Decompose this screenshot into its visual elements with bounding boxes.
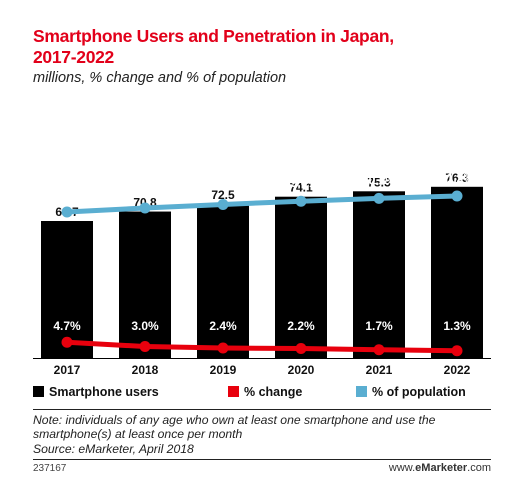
legend-swatch-2 [228, 386, 239, 397]
bar-2022 [431, 186, 483, 358]
change-point [295, 343, 307, 354]
legend-label-3: % of population [372, 385, 466, 399]
brand-link[interactable]: www.eMarketer.com [389, 462, 491, 474]
population-point [451, 190, 463, 202]
brand-name: eMarketer [415, 462, 468, 474]
x-tick-label: 2020 [288, 363, 315, 377]
population-value-label: 60.2% [362, 173, 396, 187]
population-value-label: 61.2% [440, 171, 474, 185]
bar-value-label: 75.3 [367, 175, 391, 189]
legend-swatch-1 [33, 386, 44, 397]
x-tick-label: 2019 [210, 363, 237, 377]
change-value-label: 4.7% [53, 319, 81, 333]
footer-divider [33, 459, 491, 460]
x-tick-label: 2017 [54, 363, 81, 377]
population-point [373, 192, 385, 204]
note-divider [33, 409, 491, 410]
brand-suffix: .com [467, 462, 491, 474]
legend-swatch-3 [356, 386, 367, 397]
bar-value-label: 72.5 [211, 188, 235, 202]
population-line [66, 193, 458, 215]
change-value-label: 1.7% [365, 319, 393, 333]
chart-plot: 68.770.872.574.175.376.354.4%56.1%57.6%5… [33, 171, 491, 399]
population-point [61, 206, 73, 218]
change-point [217, 342, 229, 354]
chart-title-line-1: Smartphone Users and Penetration in Japa… [33, 26, 394, 46]
bar-value-label: 76.3 [445, 171, 469, 185]
change-value-label: 1.3% [443, 319, 471, 333]
x-tick-label: 2018 [132, 363, 159, 377]
chart-subtitle: millions, % change and % of population [33, 70, 287, 86]
brand-prefix: www. [388, 462, 416, 474]
bar-2019 [197, 203, 249, 358]
population-point [295, 195, 307, 207]
bar-2021 [353, 191, 405, 358]
x-tick-label: 2021 [366, 363, 393, 377]
chart-source: Source: eMarketer, April 2018 [33, 442, 194, 456]
change-line [66, 339, 458, 354]
change-point [373, 344, 385, 356]
legend-label-1: Smartphone users [49, 385, 159, 399]
population-point [217, 198, 229, 210]
legend-label-2: % change [244, 385, 302, 399]
change-value-label: 3.0% [131, 319, 159, 333]
chart-note: Note: individuals of any age who own at … [33, 413, 436, 441]
chart-title: Smartphone Users and Penetration in Japa… [33, 26, 394, 68]
chart-id: 237167 [33, 463, 67, 474]
population-value-label: 59.0% [284, 176, 318, 190]
population-value-label: 57.6% [206, 179, 240, 193]
population-value-label: 54.4% [50, 187, 84, 201]
population-point [139, 202, 151, 214]
bar-value-label: 74.1 [289, 181, 313, 195]
bar-2020 [275, 196, 327, 358]
bar-2018 [119, 211, 171, 358]
change-point [61, 336, 73, 348]
population-value-label: 56.1% [128, 183, 162, 197]
chart-title-line-2: 2017-2022 [33, 47, 114, 67]
change-point [451, 345, 463, 357]
change-point [139, 341, 151, 352]
change-value-label: 2.2% [287, 319, 315, 333]
change-value-label: 2.4% [209, 319, 237, 333]
x-tick-label: 2022 [444, 363, 471, 377]
bar-2017 [41, 221, 93, 358]
